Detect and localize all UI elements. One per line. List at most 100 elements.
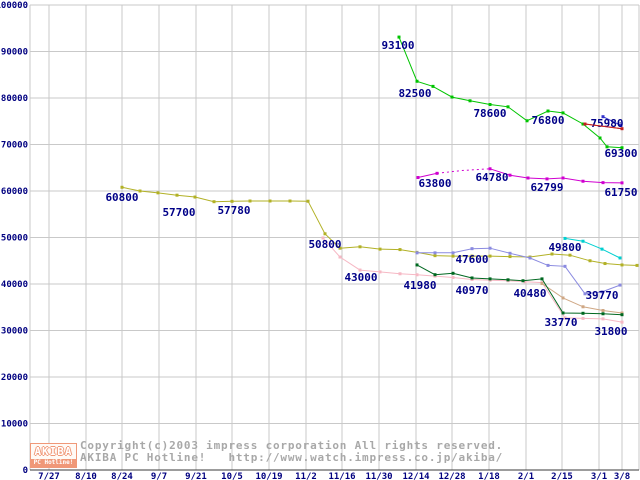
point-value-label: 33770	[544, 316, 577, 329]
x-axis-tick-label: 8/10	[75, 472, 97, 480]
series-cyan-line	[563, 236, 622, 260]
data-point-marker	[470, 277, 474, 281]
data-point-marker	[600, 290, 604, 294]
series-line-dark-green-line	[416, 264, 623, 316]
series-blue-line	[601, 115, 623, 127]
data-point-marker	[398, 272, 402, 276]
x-axis-tick-label: 10/5	[221, 472, 243, 480]
data-point-marker	[561, 296, 565, 300]
data-point-marker	[120, 185, 124, 189]
x-axis-tick-label: 11/16	[328, 472, 355, 480]
point-value-label: 62799	[530, 181, 563, 194]
data-point-marker	[450, 95, 454, 99]
series-magenta-line-left	[416, 171, 439, 180]
data-point-marker	[230, 199, 234, 203]
data-point-marker	[358, 268, 362, 272]
data-point-marker	[488, 246, 492, 250]
x-axis-tick-label: 9/7	[151, 472, 167, 480]
data-point-marker	[601, 181, 605, 185]
y-axis-tick-label: 30000	[1, 327, 28, 337]
y-axis-tick-label: 60000	[1, 187, 28, 197]
point-value-label: 69300	[604, 147, 637, 160]
data-point-marker	[306, 199, 310, 203]
data-point-marker	[605, 145, 609, 149]
data-point-marker	[451, 251, 455, 255]
point-value-label: 63800	[418, 177, 451, 190]
data-point-marker	[435, 171, 439, 175]
y-axis-tick-label: 90000	[1, 48, 28, 58]
data-point-marker	[619, 123, 623, 127]
copyright-line-1: Copyright(c)2003 impress corporation All…	[80, 439, 504, 452]
data-point-marker	[451, 275, 455, 279]
data-point-marker	[561, 176, 565, 180]
series-line-blue-line	[602, 116, 622, 126]
data-point-marker	[526, 176, 530, 180]
data-point-marker	[508, 255, 512, 259]
data-point-marker	[431, 84, 435, 88]
data-point-marker	[433, 254, 437, 258]
data-point-marker	[451, 271, 455, 275]
data-point-marker	[620, 311, 624, 315]
data-point-marker	[378, 247, 382, 251]
data-point-marker	[451, 254, 455, 258]
data-point-marker	[550, 252, 554, 256]
data-point-marker	[546, 263, 550, 267]
data-point-marker	[545, 177, 549, 181]
data-point-marker	[563, 316, 567, 320]
data-point-marker	[601, 309, 605, 313]
x-axis-tick-label: 3/8	[614, 472, 630, 480]
data-point-marker	[635, 263, 639, 267]
data-point-marker	[470, 247, 474, 251]
series-green-line	[397, 35, 624, 150]
data-point-marker	[523, 280, 527, 284]
data-point-marker	[540, 282, 544, 286]
data-point-marker	[175, 193, 179, 197]
data-point-marker	[568, 253, 572, 257]
point-value-label: 76800	[531, 114, 564, 127]
point-value-label: 57780	[217, 204, 250, 217]
x-axis-tick-label: 2/1	[518, 472, 534, 480]
data-point-marker	[588, 259, 592, 263]
x-axis-tick-label: 7/27	[38, 472, 60, 480]
data-point-marker	[581, 316, 585, 320]
series-dark-green-line	[415, 263, 624, 317]
data-point-marker	[581, 179, 585, 183]
data-point-marker	[415, 273, 419, 277]
point-value-label: 75980	[590, 117, 623, 130]
y-axis-tick-label: 40000	[1, 280, 28, 290]
data-point-marker	[528, 256, 532, 260]
copyright-line-2: AKIBA PC Hotline! http://www.watch.impre…	[80, 451, 504, 464]
data-point-marker	[540, 277, 544, 281]
data-point-marker	[415, 251, 419, 255]
data-point-marker	[415, 263, 419, 267]
x-axis-tick-label: 8/24	[111, 472, 133, 480]
data-point-marker	[561, 311, 565, 315]
data-point-marker	[156, 191, 160, 195]
data-point-marker	[620, 146, 624, 150]
x-axis-tick-label: 12/14	[402, 472, 430, 480]
data-point-marker	[338, 255, 342, 259]
point-value-label: 82500	[398, 87, 431, 100]
data-point-marker	[488, 277, 492, 281]
point-value-label: 41980	[403, 279, 436, 292]
data-point-marker	[433, 273, 437, 277]
point-value-label: 64780	[475, 171, 508, 184]
data-point-marker	[620, 320, 624, 324]
x-axis-tick-label: 10/19	[255, 472, 282, 480]
point-value-label: 40480	[513, 287, 546, 300]
series-magenta-line-right	[488, 167, 624, 185]
point-value-label: 49800	[548, 241, 581, 254]
data-point-marker	[620, 313, 624, 317]
point-value-label: 93100	[381, 39, 414, 52]
data-point-marker	[212, 200, 216, 204]
series-line-periwinkle-line	[417, 247, 621, 295]
point-value-label: 31800	[594, 325, 627, 338]
data-point-marker	[620, 263, 624, 267]
data-point-marker	[601, 312, 605, 316]
data-point-marker	[563, 236, 567, 240]
x-axis-tick-label: 1/18	[478, 472, 500, 480]
akiba-logo-title: AKIBA	[31, 444, 76, 459]
data-point-marker	[561, 111, 565, 115]
series-line-cyan-line	[564, 237, 621, 259]
